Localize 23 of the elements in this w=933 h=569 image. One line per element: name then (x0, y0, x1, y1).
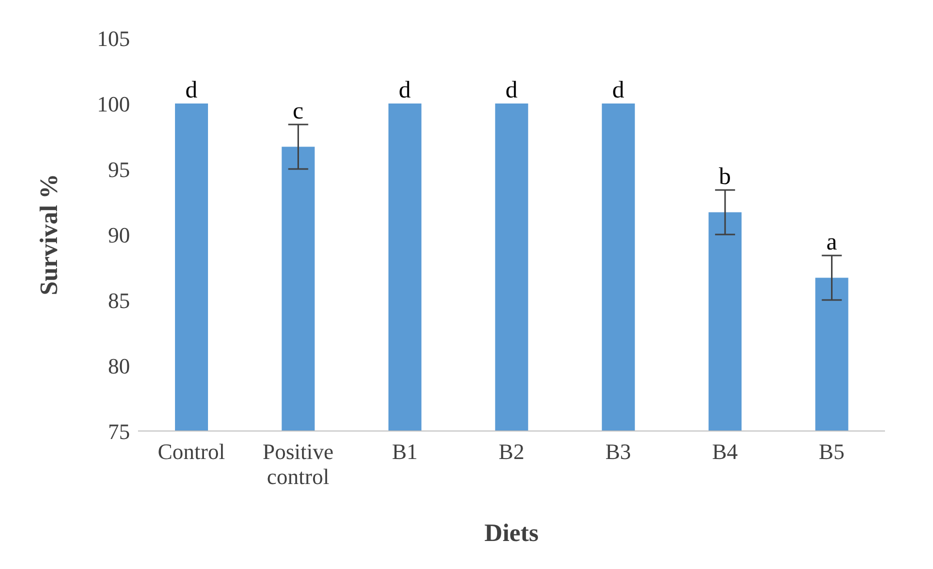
annotation: d (506, 78, 518, 104)
y-tick-label: 100 (97, 91, 130, 116)
annotation: d (612, 78, 624, 104)
annotation: c (292, 98, 304, 124)
x-tick-label: B1 (392, 439, 418, 464)
annotation: a (826, 229, 838, 256)
y-tick-label: 90 (108, 222, 130, 248)
x-tick-label: B3 (605, 439, 632, 464)
x-axis-title: Diets (484, 520, 539, 547)
y-axis-title: Survival % (36, 174, 63, 296)
annotation: d (398, 78, 411, 104)
x-tick-label: B5 (818, 439, 844, 464)
x-tick-label: B2 (498, 439, 524, 464)
y-tick-label: 95 (108, 156, 130, 182)
x-tick-label: Control (158, 439, 225, 464)
y-tick-label: 75 (108, 418, 130, 444)
x-tick-label: B4 (712, 439, 738, 464)
x-tick-label: Positive control (262, 439, 334, 489)
y-tick-label: 85 (108, 288, 130, 313)
annotation: d (185, 78, 198, 104)
y-tick-label: 80 (108, 353, 130, 378)
annotation: b (718, 164, 731, 190)
y-tick-label: 105 (97, 26, 130, 51)
